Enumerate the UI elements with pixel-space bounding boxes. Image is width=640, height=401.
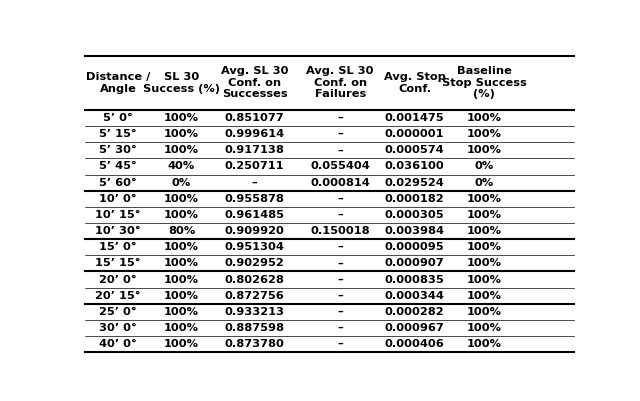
Text: 100%: 100% (467, 210, 502, 220)
Text: 100%: 100% (164, 194, 199, 204)
Text: 100%: 100% (164, 210, 199, 220)
Text: 0.000406: 0.000406 (385, 339, 445, 349)
Text: 100%: 100% (164, 145, 199, 155)
Text: 40%: 40% (168, 162, 195, 172)
Text: 100%: 100% (467, 145, 502, 155)
Text: –: – (337, 242, 343, 252)
Text: 15’ 0°: 15’ 0° (99, 242, 137, 252)
Text: 100%: 100% (467, 194, 502, 204)
Text: 0.000095: 0.000095 (385, 242, 445, 252)
Text: 30’ 0°: 30’ 0° (99, 323, 137, 333)
Text: 10’ 30°: 10’ 30° (95, 226, 141, 236)
Text: 100%: 100% (164, 242, 199, 252)
Text: 40’ 0°: 40’ 0° (99, 339, 137, 349)
Text: 5’ 0°: 5’ 0° (103, 113, 133, 123)
Text: 0.000907: 0.000907 (385, 258, 445, 268)
Text: 100%: 100% (467, 339, 502, 349)
Text: 0%: 0% (172, 178, 191, 188)
Text: 100%: 100% (164, 258, 199, 268)
Text: 0.000574: 0.000574 (385, 145, 445, 155)
Text: –: – (337, 291, 343, 301)
Text: 10’ 15°: 10’ 15° (95, 210, 141, 220)
Text: SL 30
Success (%): SL 30 Success (%) (143, 72, 220, 94)
Text: 100%: 100% (467, 113, 502, 123)
Text: –: – (252, 178, 258, 188)
Text: 0.001475: 0.001475 (385, 113, 445, 123)
Text: 0.000814: 0.000814 (310, 178, 370, 188)
Text: 0.000305: 0.000305 (385, 210, 445, 220)
Text: 100%: 100% (164, 113, 199, 123)
Text: 0%: 0% (475, 162, 494, 172)
Text: –: – (337, 275, 343, 285)
Text: 5’ 45°: 5’ 45° (99, 162, 137, 172)
Text: Avg. Stop
Conf.: Avg. Stop Conf. (384, 72, 445, 94)
Text: 100%: 100% (164, 339, 199, 349)
Text: 0.000282: 0.000282 (385, 307, 445, 317)
Text: 0.887598: 0.887598 (225, 323, 285, 333)
Text: 80%: 80% (168, 226, 195, 236)
Text: –: – (337, 145, 343, 155)
Text: 100%: 100% (467, 307, 502, 317)
Text: 100%: 100% (467, 258, 502, 268)
Text: 100%: 100% (467, 291, 502, 301)
Text: 100%: 100% (467, 242, 502, 252)
Text: 100%: 100% (467, 129, 502, 139)
Text: 100%: 100% (164, 129, 199, 139)
Text: 0%: 0% (475, 178, 494, 188)
Text: –: – (337, 323, 343, 333)
Text: 0.961485: 0.961485 (225, 210, 285, 220)
Text: 0.029524: 0.029524 (385, 178, 445, 188)
Text: 15’ 15°: 15’ 15° (95, 258, 141, 268)
Text: Distance /
Angle: Distance / Angle (86, 72, 150, 94)
Text: 5’ 15°: 5’ 15° (99, 129, 137, 139)
Text: 0.000001: 0.000001 (385, 129, 445, 139)
Text: –: – (337, 339, 343, 349)
Text: 0.000344: 0.000344 (385, 291, 445, 301)
Text: 25’ 0°: 25’ 0° (99, 307, 137, 317)
Text: 0.902952: 0.902952 (225, 258, 285, 268)
Text: –: – (337, 307, 343, 317)
Text: 100%: 100% (467, 323, 502, 333)
Text: 0.909920: 0.909920 (225, 226, 285, 236)
Text: 0.873780: 0.873780 (225, 339, 285, 349)
Text: 100%: 100% (164, 291, 199, 301)
Text: –: – (337, 194, 343, 204)
Text: 0.055404: 0.055404 (310, 162, 370, 172)
Text: 0.872756: 0.872756 (225, 291, 285, 301)
Text: 0.150018: 0.150018 (310, 226, 370, 236)
Text: –: – (337, 258, 343, 268)
Text: 100%: 100% (164, 307, 199, 317)
Text: Avg. SL 30
Conf. on
Successes: Avg. SL 30 Conf. on Successes (221, 66, 289, 99)
Text: –: – (337, 210, 343, 220)
Text: 0.955878: 0.955878 (225, 194, 285, 204)
Text: 10’ 0°: 10’ 0° (99, 194, 137, 204)
Text: 100%: 100% (467, 275, 502, 285)
Text: 0.933213: 0.933213 (225, 307, 285, 317)
Text: 0.000967: 0.000967 (385, 323, 445, 333)
Text: 5’ 30°: 5’ 30° (99, 145, 137, 155)
Text: 0.003984: 0.003984 (385, 226, 445, 236)
Text: Avg. SL 30
Conf. on
Failures: Avg. SL 30 Conf. on Failures (307, 66, 374, 99)
Text: 0.802628: 0.802628 (225, 275, 285, 285)
Text: 0.999614: 0.999614 (225, 129, 285, 139)
Text: 0.917138: 0.917138 (225, 145, 285, 155)
Text: 100%: 100% (164, 323, 199, 333)
Text: 0.951304: 0.951304 (225, 242, 285, 252)
Text: 20’ 15°: 20’ 15° (95, 291, 141, 301)
Text: 0.000182: 0.000182 (385, 194, 445, 204)
Text: 100%: 100% (467, 226, 502, 236)
Text: 5’ 60°: 5’ 60° (99, 178, 137, 188)
Text: 0.036100: 0.036100 (385, 162, 445, 172)
Text: 20’ 0°: 20’ 0° (99, 275, 137, 285)
Text: 0.000835: 0.000835 (385, 275, 445, 285)
Text: –: – (337, 113, 343, 123)
Text: –: – (337, 129, 343, 139)
Text: 100%: 100% (164, 275, 199, 285)
Text: 0.250711: 0.250711 (225, 162, 285, 172)
Text: Baseline
Stop Success
(%): Baseline Stop Success (%) (442, 66, 527, 99)
Text: 0.851077: 0.851077 (225, 113, 285, 123)
